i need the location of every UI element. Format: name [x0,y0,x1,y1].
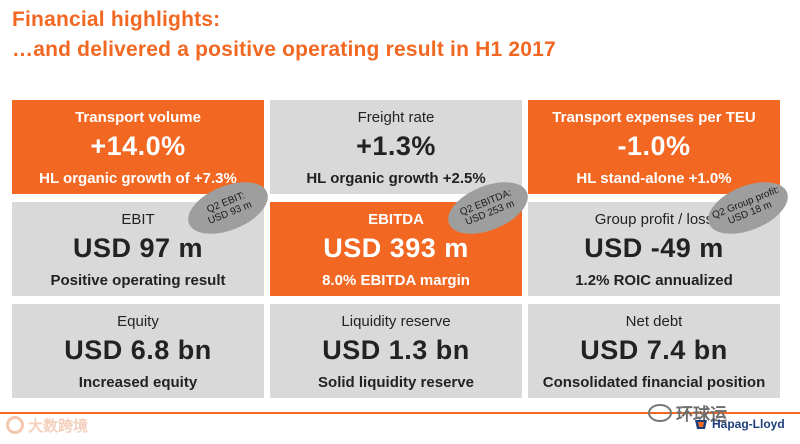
kpi-value: USD 6.8 bn [64,335,212,365]
kpi-label: Group profit / loss [594,211,714,228]
kpi-subtext: 8.0% EBITDA margin [322,272,470,289]
title-line-2: …and delivered a positive operating resu… [12,38,556,61]
watermark-left-text: 大数跨境 [28,417,89,435]
kpi-tile-transport-volume: Transport volume +14.0% HL organic growt… [12,100,264,194]
kpi-value: USD 97 m [72,233,204,263]
page-title: Financial highlights: …and delivered a p… [12,6,556,64]
kpi-value: USD -49 m [584,233,724,263]
kpi-label: EBITDA [368,211,424,228]
kpi-tile-freight-rate: Freight rate +1.3% HL organic growth +2.… [270,100,522,194]
kpi-label: Net debt [625,313,683,330]
company-logo: Hapag-Lloyd [694,417,785,431]
kpi-subtext: HL organic growth +2.5% [306,170,486,187]
company-logo-text: Hapag-Lloyd [712,417,785,431]
kpi-value: USD 1.3 bn [322,335,470,365]
kpi-tile-group-profit: Group profit / loss USD -49 m 1.2% ROIC … [528,202,780,296]
kpi-subtext: Solid liquidity reserve [318,374,474,391]
kpi-label: EBIT [121,211,155,228]
kpi-label: Transport volume [75,109,201,126]
watermark-right-text: 环球运 [676,405,727,424]
kpi-subtext: Consolidated financial position [542,374,766,391]
kpi-subtext: 1.2% ROIC annualized [575,272,733,289]
title-line-1: Financial highlights: [12,8,221,31]
kpi-tile-net-debt: Net debt USD 7.4 bn Consolidated financi… [528,304,780,398]
hapag-lloyd-emblem-icon [695,420,707,429]
watermark-right: 环球运 [648,400,727,425]
kpi-label: Liquidity reserve [341,313,451,330]
kpi-label: Freight rate [357,109,435,126]
kpi-subtext: HL organic growth of +7.3% [39,170,237,187]
kpi-subtext: Increased equity [78,374,198,391]
kpi-tile-transport-expenses: Transport expenses per TEU -1.0% HL stan… [528,100,780,194]
footer-divider [0,412,800,414]
kpi-subtext: HL stand-alone +1.0% [576,170,732,187]
kpi-value: USD 393 m [323,233,469,263]
kpi-value: -1.0% [617,131,691,161]
watermark-logo-icon [6,416,24,434]
kpi-value: +14.0% [90,131,186,161]
kpi-tile-equity: Equity USD 6.8 bn Increased equity [12,304,264,398]
kpi-value: +1.3% [356,131,436,161]
kpi-label: Transport expenses per TEU [552,109,756,126]
wechat-icon [648,403,672,422]
watermark-left: 大数跨境 [6,414,88,436]
kpi-label: Equity [117,313,159,330]
kpi-value: USD 7.4 bn [580,335,728,365]
kpi-tile-liquidity-reserve: Liquidity reserve USD 1.3 bn Solid liqui… [270,304,522,398]
kpi-subtext: Positive operating result [50,272,226,289]
